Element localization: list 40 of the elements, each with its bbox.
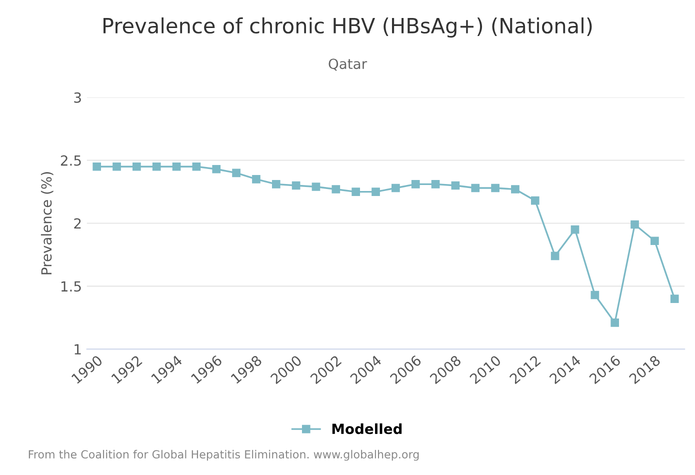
point <box>352 188 360 196</box>
point <box>392 184 400 192</box>
point <box>172 162 181 171</box>
chart-subtitle: Qatar <box>328 58 368 71</box>
point <box>471 184 480 192</box>
point <box>192 162 201 171</box>
point <box>630 220 639 229</box>
point <box>272 180 280 188</box>
point <box>312 182 320 191</box>
y-tick-label: 3 <box>74 92 81 103</box>
y-tick-label: 2 <box>74 218 81 229</box>
point <box>530 196 540 205</box>
point <box>232 168 240 178</box>
point <box>670 294 679 303</box>
y-tick-label: 1.5 <box>61 281 81 292</box>
point <box>570 225 580 234</box>
point <box>332 185 340 194</box>
point <box>610 318 620 327</box>
point <box>511 185 520 194</box>
point <box>590 290 600 300</box>
point <box>451 181 460 190</box>
y-tick-label: 1 <box>74 344 81 354</box>
point <box>92 162 102 171</box>
point <box>212 164 221 174</box>
y-tick-label: 2.5 <box>60 155 81 166</box>
point <box>431 180 440 188</box>
text: From the Coalition for Global Hepatitis Elimination. www.globalhep.org <box>28 450 419 461</box>
point <box>152 162 161 171</box>
point <box>112 162 121 171</box>
y-axis-title: Prevalence (%) <box>40 172 54 274</box>
point <box>252 175 260 184</box>
point <box>411 180 420 188</box>
legend-label: Modelled <box>332 423 402 434</box>
point <box>550 252 560 260</box>
chart-title: Prevalence of chronic HBV (HBsAg+) (National) <box>104 17 592 38</box>
point <box>372 188 380 196</box>
point <box>292 181 300 190</box>
point <box>491 184 500 192</box>
point <box>132 162 141 171</box>
point <box>650 236 659 246</box>
